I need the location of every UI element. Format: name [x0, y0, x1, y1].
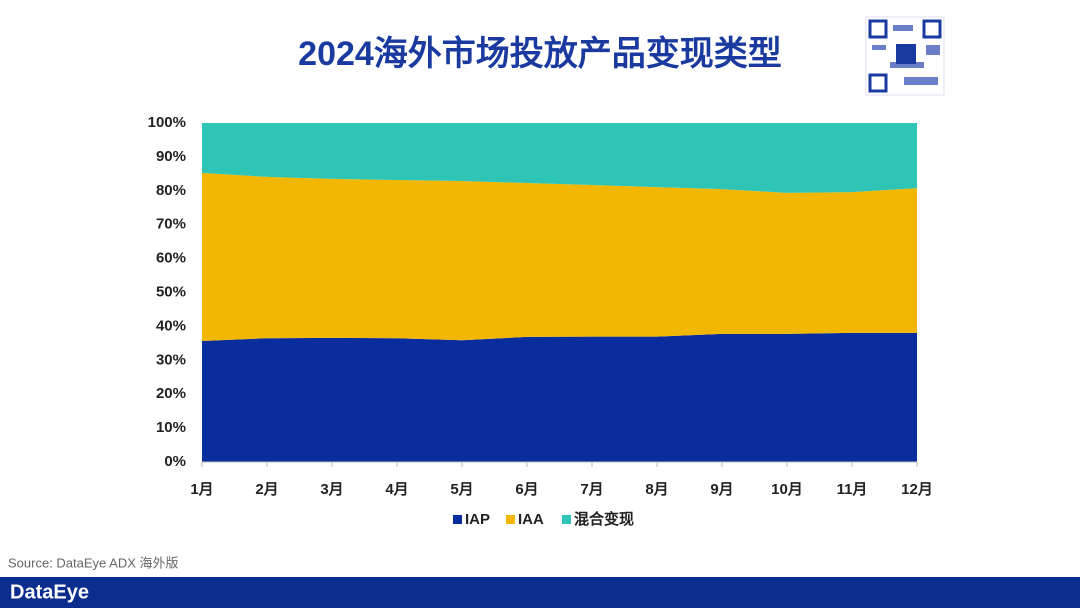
source-note: Source: DataEye ADX 海外版 [8, 555, 179, 570]
brand-logo: DataEye [10, 581, 89, 603]
y-tick-label: 60% [156, 250, 186, 267]
y-tick-label: 50% [156, 283, 186, 300]
legend-label: 混合变现 [574, 510, 634, 528]
chart-title: 2024海外市场投放产品变现类型 [298, 34, 782, 73]
legend-label: IAA [518, 511, 544, 528]
x-tick-label: 3月 [320, 481, 343, 498]
area [202, 332, 917, 462]
x-tick-label: 6月 [515, 481, 538, 498]
x-tick-label: 1月 [190, 481, 213, 498]
y-tick-label: 70% [156, 216, 186, 233]
x-tick-label: 5月 [450, 481, 473, 498]
y-tick-label: 20% [156, 385, 186, 402]
legend-swatch [506, 515, 515, 524]
x-tick-label: 9月 [710, 481, 733, 498]
x-tick-label: 2月 [255, 481, 278, 498]
x-tick-label: 10月 [771, 481, 803, 498]
legend-label: IAP [465, 511, 490, 528]
y-tick-label: 90% [156, 148, 186, 165]
qr-code [865, 16, 945, 96]
x-tick-label: 8月 [645, 481, 668, 498]
y-tick-label: 100% [148, 114, 186, 131]
x-tick-label: 12月 [901, 481, 933, 498]
y-tick-label: 10% [156, 419, 186, 436]
legend-swatch [453, 515, 462, 524]
x-tick-label: 7月 [580, 481, 603, 498]
legend-swatch [562, 515, 571, 524]
y-tick-label: 30% [156, 351, 186, 368]
area [202, 123, 917, 193]
x-tick-label: 4月 [385, 481, 408, 498]
y-tick-label: 0% [164, 453, 186, 470]
y-tick-label: 80% [156, 182, 186, 199]
footer-bar [0, 577, 1080, 608]
area [202, 172, 917, 341]
y-tick-label: 40% [156, 317, 186, 334]
x-tick-label: 11月 [837, 481, 868, 498]
